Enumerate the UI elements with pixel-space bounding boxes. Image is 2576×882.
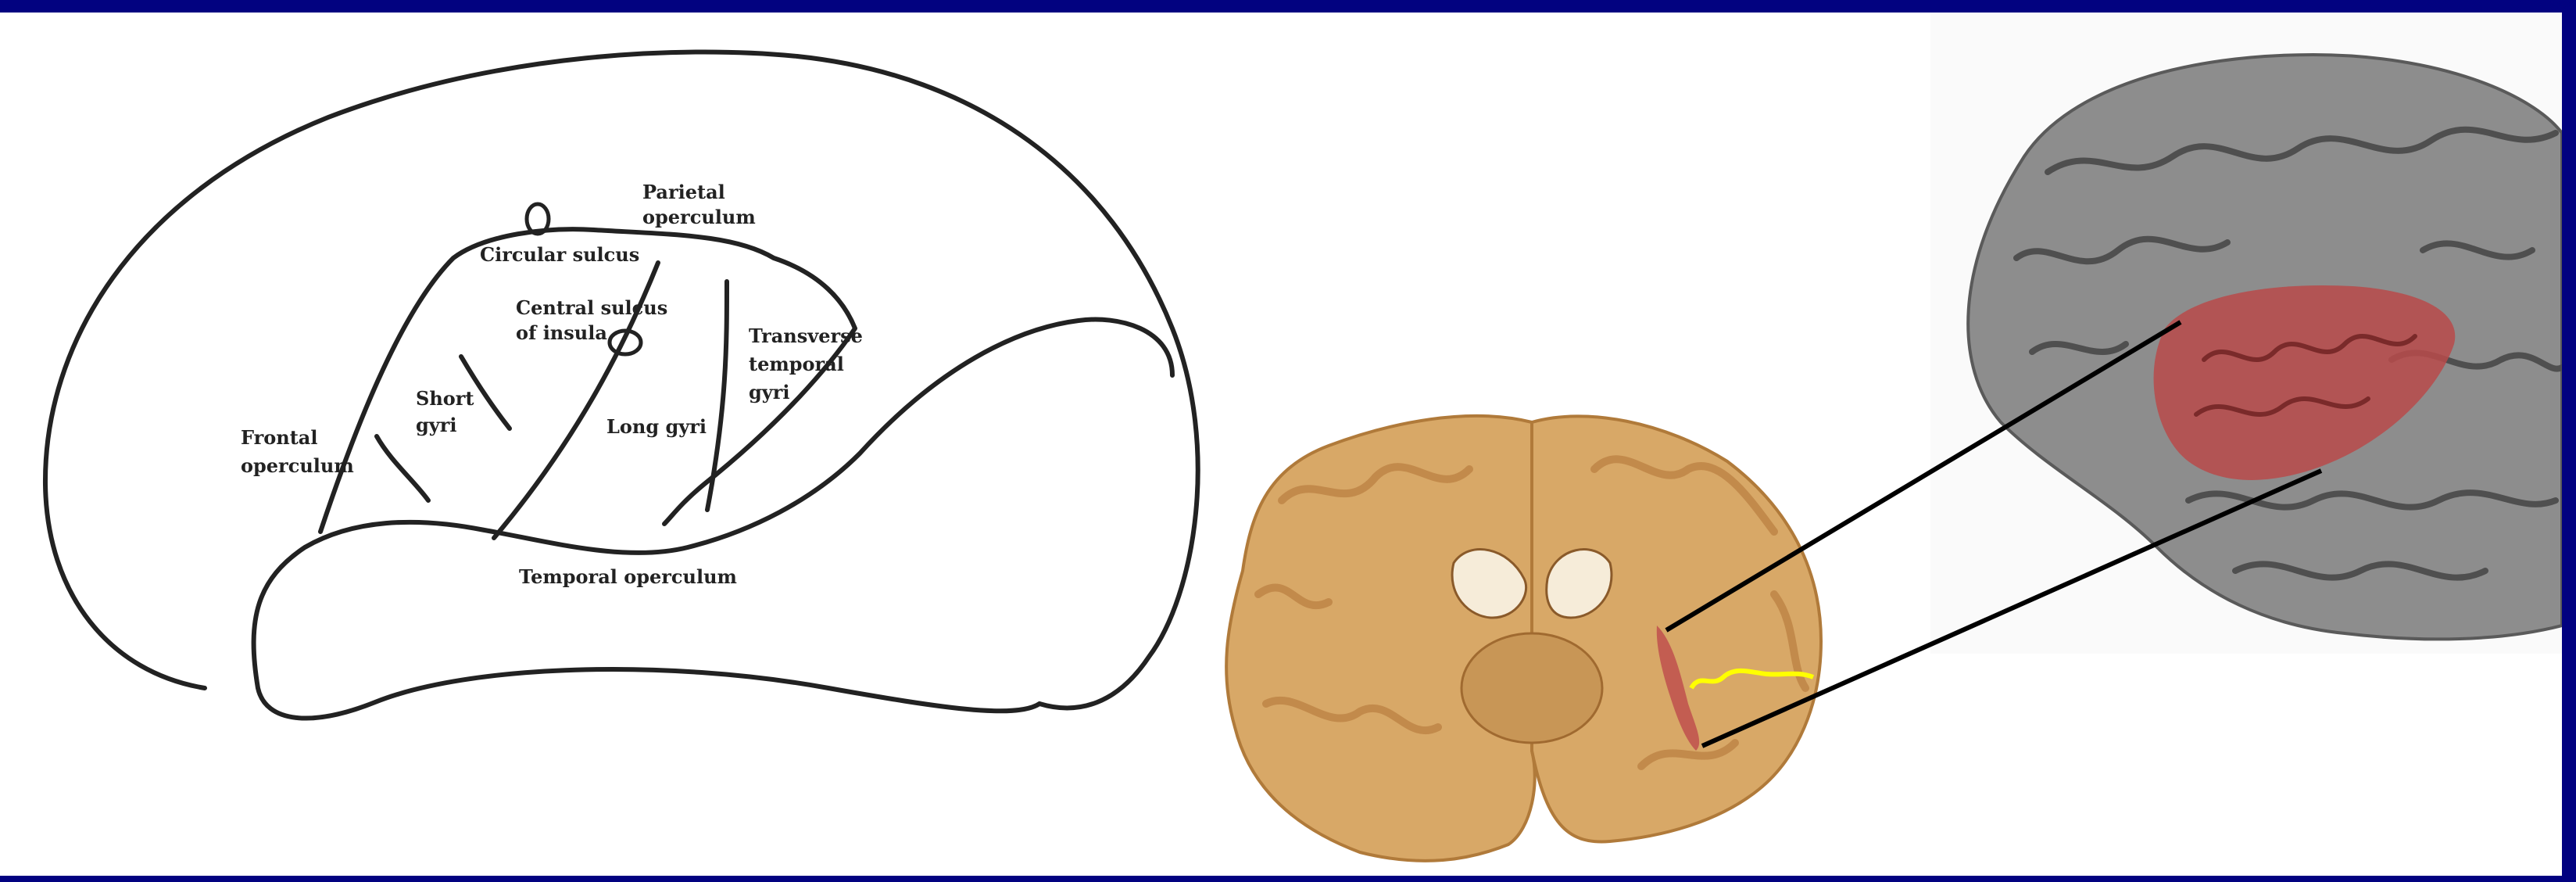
slide-canvas: Parietal operculum Circular sulcus Centr…	[0, 13, 2565, 876]
slide-border-right	[2562, 0, 2576, 882]
label-parietal-2: operculum	[642, 206, 756, 228]
central-sulcus-marker	[607, 328, 643, 357]
label-long-gyri: Long gyri	[606, 415, 707, 438]
coronal-yellow-line	[1689, 669, 1815, 690]
label-circular-sulcus: Circular sulcus	[480, 243, 639, 266]
lateral-insula-highlight	[2153, 285, 2456, 480]
label-central-sulcus-1: Central sulcus	[516, 296, 667, 319]
lateral-brain-photo	[1930, 13, 2565, 654]
connector-line-top	[1665, 320, 2182, 633]
coronal-deep-nuclei	[1460, 632, 1604, 744]
connector-line-bottom	[1701, 468, 2323, 748]
label-short-gyri-2: gyri	[416, 414, 457, 436]
hemisphere-outline	[42, 49, 1200, 711]
short-gyrus-stroke-2	[459, 354, 512, 431]
insula-line-drawing	[42, 49, 1200, 721]
connector-lines	[1665, 320, 2323, 748]
coronal-left-hemisphere	[1225, 414, 1537, 862]
coronal-right-hemisphere	[1530, 414, 1823, 844]
label-frontal-1: Frontal	[241, 426, 317, 449]
coronal-gyri-texture	[1254, 455, 1809, 770]
label-temporal-operculum: Temporal operculum	[519, 565, 737, 588]
posterior-boundary-line	[705, 279, 729, 512]
coronal-section-photo	[1225, 414, 1823, 862]
slide-border-bottom	[0, 876, 2576, 882]
circular-sulcus-outline	[318, 227, 857, 534]
short-gyrus-stroke-1	[374, 434, 431, 503]
label-short-gyri-1: Short	[416, 387, 474, 410]
label-parietal-1: Parietal	[642, 181, 725, 203]
label-central-sulcus-2: of insula	[516, 321, 607, 344]
temporal-lobe-outline	[251, 317, 1175, 721]
slide-svg: Parietal operculum Circular sulcus Centr…	[42, 13, 2565, 862]
label-transverse-1: Transverse	[749, 324, 863, 347]
coronal-ventricles	[1451, 548, 1613, 619]
diagram-labels: Parietal operculum Circular sulcus Centr…	[241, 181, 863, 588]
circular-sulcus-marker	[524, 202, 551, 236]
label-frontal-2: operculum	[241, 454, 354, 477]
label-transverse-3: gyri	[749, 381, 790, 403]
lateral-insula-gyri	[2194, 334, 2417, 417]
label-transverse-2: temporal	[749, 353, 844, 375]
coronal-insula-highlight	[1656, 626, 1700, 751]
central-sulcus-line	[492, 260, 660, 540]
